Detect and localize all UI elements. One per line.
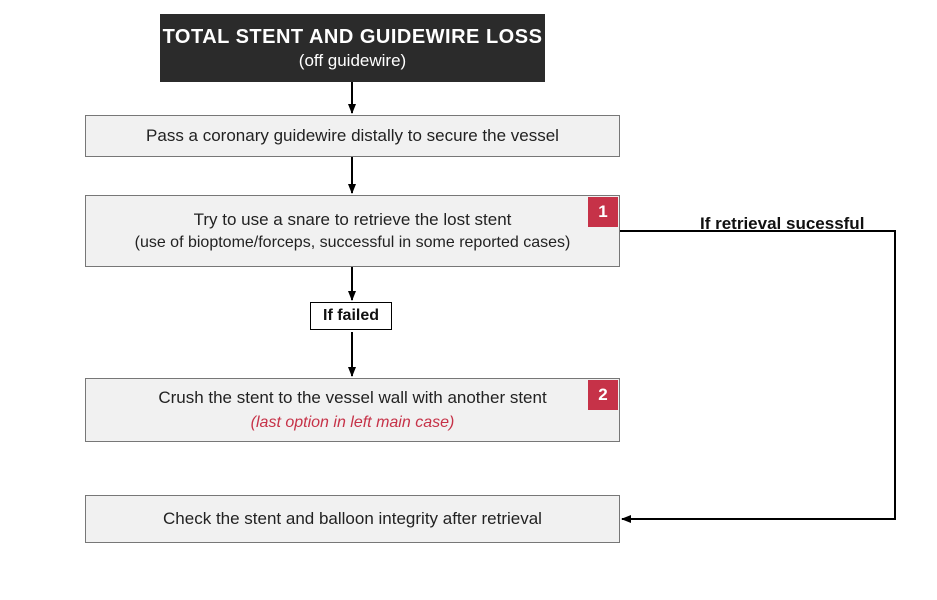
label-if-failed: If failed <box>310 302 392 330</box>
step-crush-line1: Crush the stent to the vessel wall with … <box>158 387 546 410</box>
step-crush-subnote: (last option in left main case) <box>251 412 455 434</box>
header-box: TOTAL STENT AND GUIDEWIRE LOSS (off guid… <box>160 14 545 82</box>
flowchart-canvas: TOTAL STENT AND GUIDEWIRE LOSS (off guid… <box>0 0 937 600</box>
step-snare-line2: (use of bioptome/forceps, successful in … <box>135 232 571 254</box>
label-if-success: If retrieval sucessful <box>700 214 864 234</box>
badge-2: 2 <box>588 380 618 410</box>
step-crush: Crush the stent to the vessel wall with … <box>85 378 620 442</box>
header-title: TOTAL STENT AND GUIDEWIRE LOSS <box>163 26 543 49</box>
step-secure-vessel: Pass a coronary guidewire distally to se… <box>85 115 620 157</box>
step-snare: Try to use a snare to retrieve the lost … <box>85 195 620 267</box>
step-check-text: Check the stent and balloon integrity af… <box>163 508 542 531</box>
step-snare-line1: Try to use a snare to retrieve the lost … <box>194 209 512 232</box>
step-secure-vessel-text: Pass a coronary guidewire distally to se… <box>146 125 559 148</box>
step-check: Check the stent and balloon integrity af… <box>85 495 620 543</box>
header-subtitle: (off guidewire) <box>299 51 406 71</box>
badge-1: 1 <box>588 197 618 227</box>
